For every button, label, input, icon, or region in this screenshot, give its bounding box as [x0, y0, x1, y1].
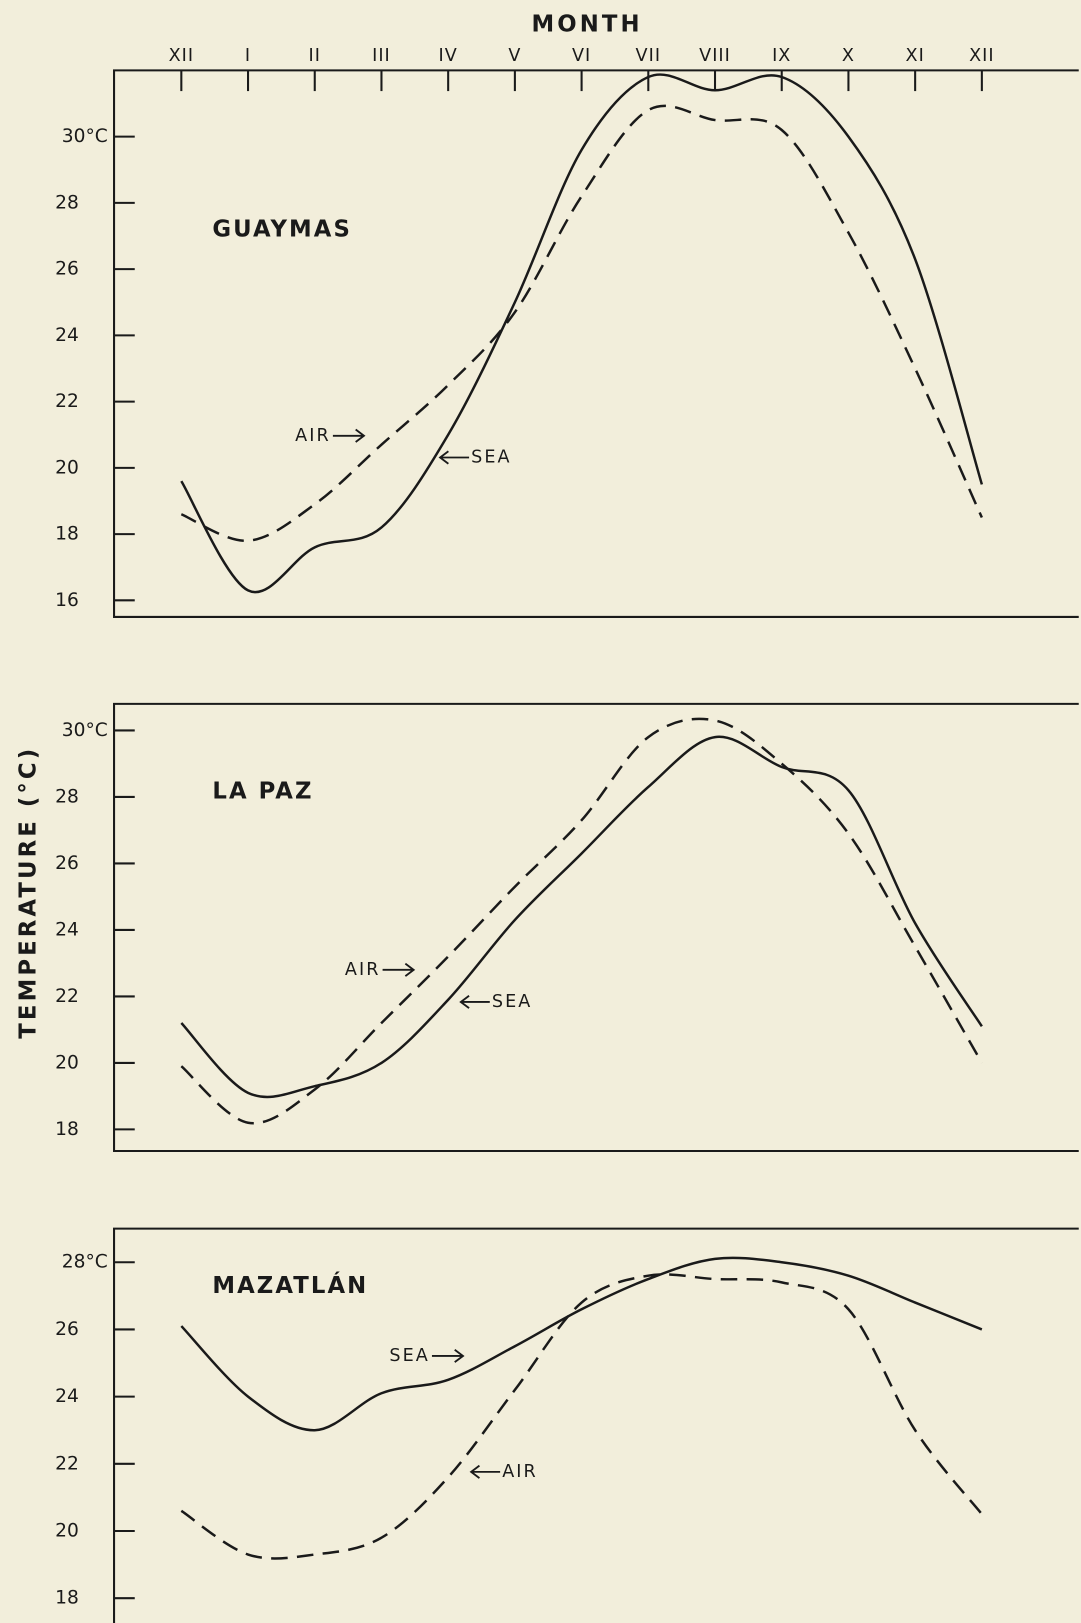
series-label: SEA: [492, 992, 533, 1012]
y-tick-label: 30°C: [62, 720, 108, 741]
x-tick-label: XII: [969, 46, 995, 66]
x-tick-label: II: [309, 46, 321, 66]
series-label: SEA: [389, 1346, 430, 1366]
y-tick-label: 28: [55, 786, 79, 807]
annotation-arrow: [332, 428, 366, 443]
series-label: AIR: [295, 426, 331, 446]
plot-frame: [113, 702, 1079, 1153]
x-tick-label: I: [245, 46, 251, 66]
plot-frame: [113, 1227, 1079, 1623]
annotation-arrow: [438, 450, 470, 465]
y-tick-label: 22: [55, 986, 79, 1007]
x-tick-label: IV: [439, 46, 458, 66]
annotation-arrow: [431, 1348, 465, 1363]
x-tick-label: XII: [169, 46, 195, 66]
y-tick-label: 18: [55, 1119, 79, 1140]
x-tick-label: X: [842, 46, 855, 66]
series-line: [180, 73, 984, 594]
y-tick-label: 24: [55, 1386, 79, 1407]
y-tick-label: 24: [55, 325, 79, 346]
x-tick-label: VI: [572, 46, 591, 66]
y-tick-label: 24: [55, 919, 79, 940]
y-axis-label: TEMPERATURE (°C): [16, 746, 42, 1039]
y-tick-label: 28: [55, 192, 79, 213]
series-label: AIR: [502, 1462, 538, 1482]
x-tick-label: III: [372, 46, 391, 66]
series-label: SEA: [471, 448, 512, 468]
x-axis-label: MONTH: [531, 11, 642, 37]
series-line: [180, 1256, 983, 1432]
y-tick-label: 18: [55, 524, 79, 545]
y-tick-label: 20: [55, 1521, 79, 1542]
y-tick-label: 30°C: [62, 126, 108, 147]
annotation-arrow: [469, 1464, 501, 1479]
x-tick-label: VII: [636, 46, 662, 66]
y-tick-label: 26: [55, 853, 79, 874]
x-tick-label: IX: [772, 46, 791, 66]
annotation-arrow: [382, 962, 416, 977]
y-tick-label: 16: [55, 590, 79, 611]
chart-title: MAZATLÁN: [212, 1271, 368, 1299]
plot-frame: [113, 69, 1079, 618]
x-tick-label: VIII: [699, 46, 731, 66]
x-tick-label: XI: [905, 46, 924, 66]
chart-title: GUAYMAS: [212, 216, 352, 242]
y-tick-label: 18: [55, 1588, 79, 1609]
y-tick-label: 22: [55, 1453, 79, 1474]
series-line: [180, 1273, 983, 1560]
y-tick-label: 20: [55, 1052, 79, 1073]
series-line: [180, 104, 983, 542]
y-tick-label: 26: [55, 1319, 79, 1340]
y-tick-label: 28°C: [62, 1252, 108, 1273]
series-label: AIR: [345, 960, 381, 980]
series-line: [180, 717, 983, 1125]
chart-title: LA PAZ: [212, 778, 313, 804]
y-tick-label: 22: [55, 391, 79, 412]
y-tick-label: 20: [55, 457, 79, 478]
annotation-arrow: [459, 994, 490, 1009]
y-tick-label: 26: [55, 259, 79, 280]
x-tick-label: V: [508, 46, 521, 66]
